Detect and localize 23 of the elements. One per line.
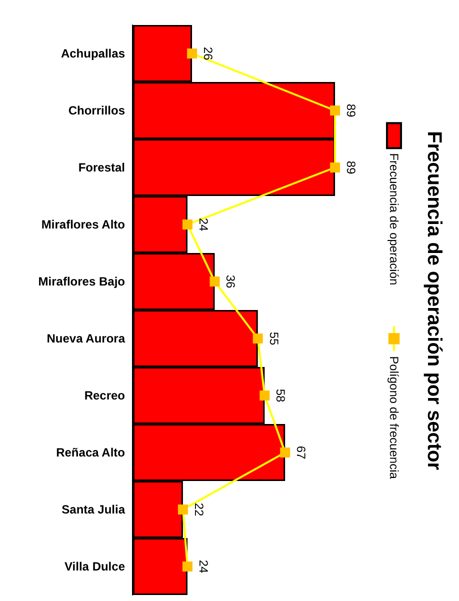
y-tick-label: Forestal [78,160,125,174]
y-tick-label: Nueva Aurora [46,332,126,346]
data-label: 58 [274,388,288,402]
data-label: 22 [192,502,206,516]
y-tick-label: Recreo [84,388,125,402]
y-tick-label: Santa Julia [62,502,126,516]
data-label: 24 [196,218,210,232]
data-label: 36 [224,274,238,288]
data-label: 67 [294,446,308,460]
data-label: 26 [201,46,216,60]
y-tick-label: Miraflores Bajo [38,274,125,288]
data-label: 89 [344,160,358,174]
text: Frecuencia de operación por sector [423,131,445,470]
legend-label: Frecuencia de operación [387,153,401,286]
data-label: 55 [266,332,281,346]
data-label: 24 [196,560,210,574]
legend-label: Polígono de frecuencia [387,356,401,480]
y-tick-label: Villa Dulce [64,560,126,574]
y-tick-label: Achupallas [60,46,126,60]
y-tick-label: Chorrillos [68,104,126,118]
y-tick-label: Miraflores Alto [41,218,125,232]
data-label: 89 [344,104,358,118]
y-tick-label: Reñaca Alto [56,446,125,460]
